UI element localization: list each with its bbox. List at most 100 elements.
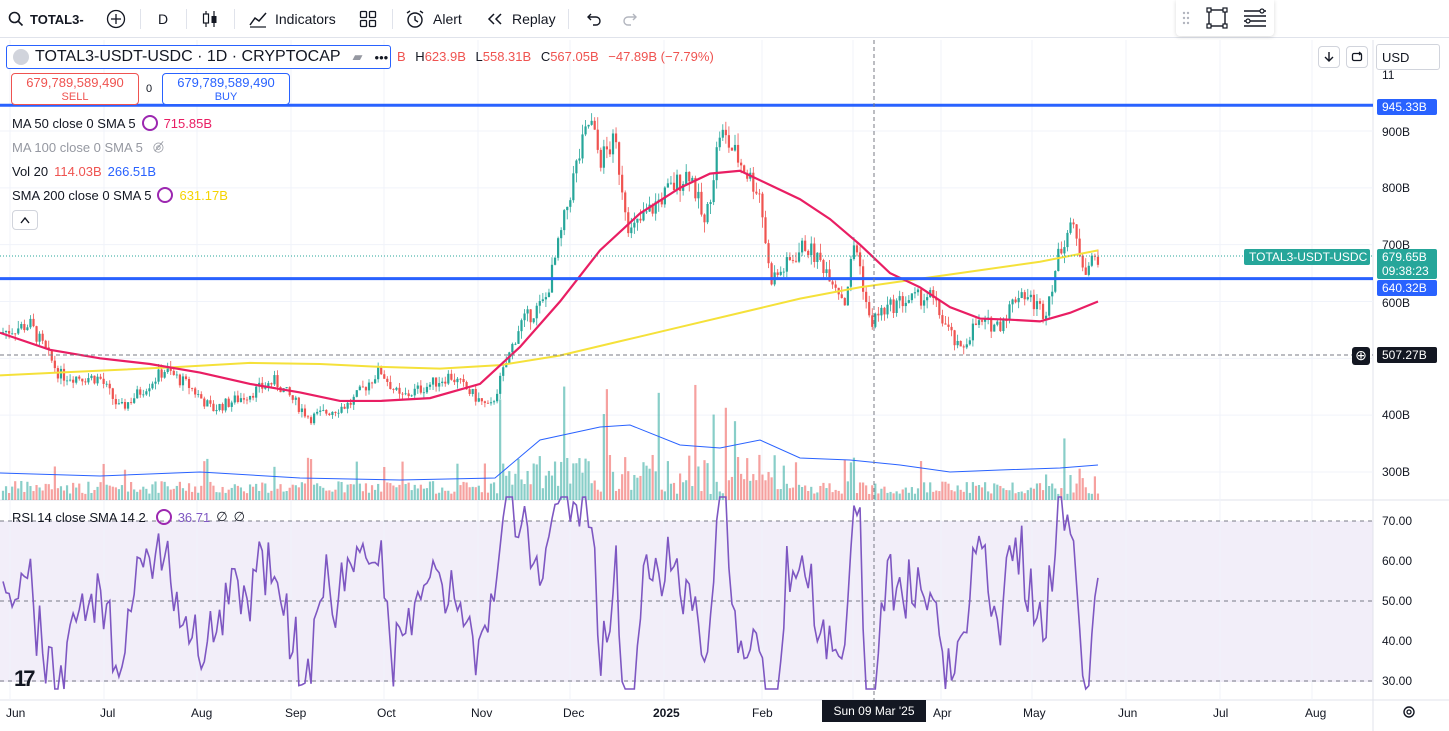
candle-body bbox=[108, 383, 111, 389]
volume-bar bbox=[822, 482, 825, 500]
candle-body bbox=[175, 374, 178, 376]
candle-body bbox=[740, 162, 743, 166]
chart-area[interactable]: TOTAL3-USDT-USDC · 1D · CRYPTOCAP ▰ ••• … bbox=[0, 40, 1449, 731]
currency-selector[interactable]: USD bbox=[1376, 44, 1440, 70]
fullscreen-icon[interactable] bbox=[1206, 7, 1228, 29]
volume-bar bbox=[916, 488, 920, 500]
settings-gear-icon[interactable] bbox=[1401, 704, 1417, 720]
flag-icon[interactable]: ▰ bbox=[352, 49, 363, 64]
candle-body bbox=[358, 386, 361, 391]
volume-bar bbox=[904, 487, 907, 500]
candle-body bbox=[367, 382, 371, 391]
candle-body bbox=[197, 394, 200, 395]
add-alert-plus-icon[interactable]: ⊕ bbox=[1352, 347, 1370, 365]
volume-bar bbox=[895, 491, 898, 500]
collapse-legend-button[interactable] bbox=[12, 210, 38, 230]
indicators-label: Indicators bbox=[275, 11, 336, 27]
volume-bar bbox=[352, 484, 355, 500]
candle-body bbox=[401, 393, 404, 395]
volume-bar bbox=[1008, 490, 1011, 500]
candle-body bbox=[971, 323, 974, 341]
candle-body bbox=[584, 126, 587, 135]
candle-body bbox=[910, 293, 913, 301]
candle-body bbox=[1057, 248, 1060, 272]
undo-button[interactable] bbox=[584, 0, 602, 38]
legend-ma100[interactable]: MA 100 close 0 SMA 5 ◎̸ bbox=[12, 139, 165, 155]
volume-bar bbox=[264, 483, 267, 500]
candle-body bbox=[703, 214, 706, 223]
candle-body bbox=[398, 387, 401, 394]
cycle-icon[interactable] bbox=[141, 115, 158, 131]
templates-button[interactable] bbox=[359, 0, 377, 38]
scroll-down-button[interactable] bbox=[1318, 46, 1340, 68]
volume-bar bbox=[444, 490, 447, 500]
volume-bar bbox=[749, 480, 752, 500]
sell-button[interactable]: 679,789,589,490 SELL bbox=[11, 73, 139, 105]
candle-body bbox=[895, 300, 898, 313]
candle-body bbox=[90, 375, 93, 379]
volume-bar bbox=[874, 483, 877, 500]
volume-bar bbox=[550, 475, 554, 500]
volume-bar bbox=[727, 480, 730, 500]
candle-body bbox=[730, 147, 734, 151]
settings-lines-icon[interactable] bbox=[1242, 7, 1268, 29]
candle-body bbox=[1048, 296, 1051, 316]
candle-body bbox=[422, 392, 425, 394]
volume-bar bbox=[636, 477, 639, 500]
redo-button[interactable] bbox=[622, 0, 640, 38]
sync-button[interactable] bbox=[1346, 46, 1368, 68]
candle-body bbox=[431, 377, 435, 385]
legend-ma50[interactable]: MA 50 close 0 SMA 5 715.85B bbox=[12, 115, 213, 131]
volume-bar bbox=[846, 481, 849, 500]
plus-circle-icon bbox=[106, 9, 126, 29]
cycle-icon[interactable] bbox=[155, 509, 172, 525]
volume-bar bbox=[14, 481, 17, 500]
candle-body bbox=[346, 402, 349, 409]
legend-rsi[interactable]: RSI 14 close SMA 14 2 36.71 ∅ ∅ bbox=[12, 509, 245, 525]
volume-bar bbox=[282, 491, 285, 500]
volume-bar bbox=[785, 483, 788, 500]
volume-bar bbox=[962, 491, 965, 500]
volume-bar bbox=[566, 457, 569, 500]
candle-body bbox=[35, 326, 38, 342]
alert-button[interactable]: Alert bbox=[405, 0, 462, 38]
chart-type-button[interactable] bbox=[200, 0, 220, 38]
replay-button[interactable]: Replay bbox=[486, 0, 556, 38]
volume-bar bbox=[294, 485, 297, 500]
volume-bar bbox=[184, 490, 188, 500]
symbol-search[interactable]: TOTAL3- bbox=[8, 0, 84, 38]
crosshair-price-label: 507.27B bbox=[1377, 347, 1437, 363]
volume-bar bbox=[736, 457, 740, 500]
time-tick: Aug bbox=[191, 706, 213, 720]
drag-handle-icon[interactable] bbox=[1182, 10, 1190, 26]
volume-bar bbox=[791, 487, 795, 500]
cycle-icon[interactable] bbox=[157, 187, 174, 203]
volume-bar bbox=[858, 482, 862, 500]
chart-canvas[interactable] bbox=[0, 40, 1449, 731]
volume-bar bbox=[581, 472, 584, 500]
volume-bar bbox=[505, 475, 508, 500]
buy-button[interactable]: 679,789,589,490 BUY bbox=[162, 73, 290, 105]
volume-bar bbox=[441, 487, 444, 500]
indicators-button[interactable]: Indicators bbox=[248, 0, 336, 38]
legend-volume[interactable]: Vol 20 114.03B 266.51B bbox=[12, 163, 157, 179]
symbol-header[interactable]: TOTAL3-USDT-USDC · 1D · CRYPTOCAP ▰ ••• bbox=[6, 45, 391, 69]
volume-bar bbox=[325, 490, 328, 500]
volume-bar bbox=[157, 492, 160, 500]
volume-bar bbox=[1011, 482, 1014, 500]
time-tick: Aug bbox=[1305, 706, 1327, 720]
compare-button[interactable] bbox=[106, 0, 126, 38]
hidden-eye-icon[interactable]: ◎̸ bbox=[152, 139, 165, 154]
volume-bar bbox=[72, 482, 75, 500]
legend-sma200[interactable]: SMA 200 close 0 SMA 5 631.17B bbox=[12, 187, 228, 203]
volume-bar bbox=[804, 485, 807, 500]
candle-body bbox=[654, 201, 657, 214]
candle-body bbox=[148, 388, 151, 392]
volume-bar bbox=[492, 482, 496, 500]
volume-bar bbox=[194, 486, 197, 500]
candle-body bbox=[868, 302, 871, 316]
volume-bar bbox=[977, 484, 981, 500]
interval-button[interactable]: D bbox=[158, 11, 169, 27]
volume-bar bbox=[349, 484, 352, 500]
more-icon[interactable]: ••• bbox=[374, 49, 389, 65]
